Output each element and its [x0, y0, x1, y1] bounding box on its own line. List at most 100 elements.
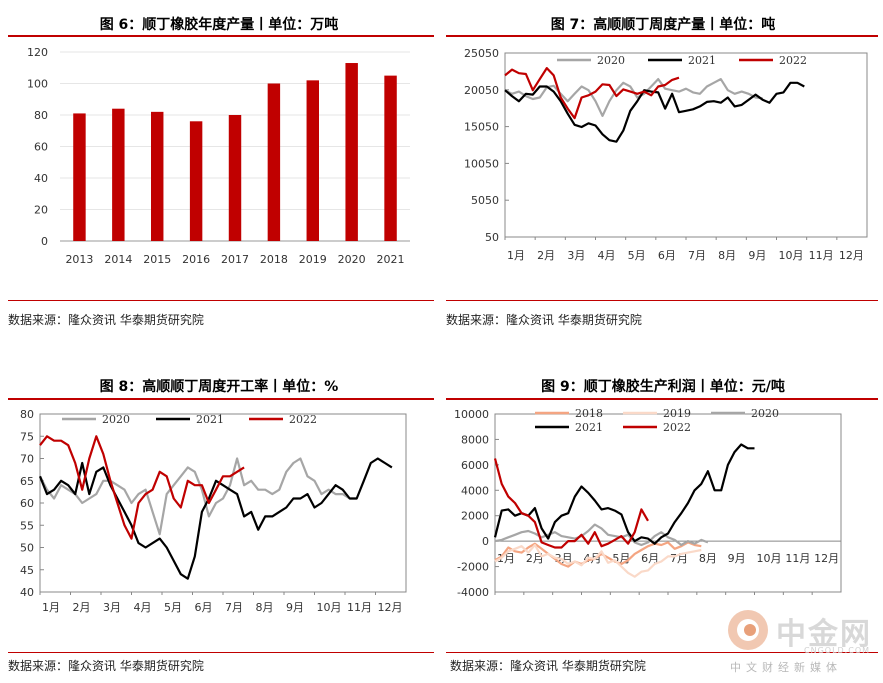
series-line-2021	[38, 457, 393, 580]
source-note: 数据来源：隆众资讯 华泰期货研究院	[446, 313, 642, 327]
bar-2020	[345, 63, 358, 242]
source-note: 数据来源：隆众资讯 华泰期货研究院	[8, 313, 204, 327]
x-tick-label: 2020	[338, 253, 366, 266]
x-tick-label: 8月	[718, 249, 736, 262]
x-tick-label: 12月	[378, 601, 403, 614]
legend-label-2022: 2022	[289, 413, 317, 426]
y-tick-label: 60	[20, 497, 34, 510]
legend-label-2022: 2022	[779, 54, 807, 67]
bar-2017	[228, 115, 242, 241]
y-tick-label: 45	[20, 564, 34, 577]
x-tick-label: 7月	[225, 601, 243, 614]
x-tick-label: 10月	[757, 552, 782, 565]
series-line-2021	[493, 443, 755, 545]
legend-label-2020: 2020	[751, 407, 779, 420]
chart-title: 图 9：顺丁橡胶生产利润丨单位：元/吨	[541, 379, 785, 395]
y-tick-label: 50	[485, 231, 499, 244]
watermark-domain: CNGOLD.COM	[804, 646, 871, 655]
legend-label-2018: 2018	[575, 407, 603, 420]
bar-2015	[151, 111, 164, 241]
y-tick-label: 15050	[464, 121, 499, 134]
y-tick-label: 0	[482, 535, 489, 548]
x-tick-label: 11月	[785, 552, 810, 565]
x-tick-label: 8月	[256, 601, 274, 614]
y-tick-label: -2000	[457, 561, 489, 574]
watermark-brand: 中金网	[776, 617, 872, 652]
x-tick-label: 2月	[73, 601, 91, 614]
y-tick-label: 55	[20, 519, 34, 532]
bar-2013	[73, 113, 86, 241]
x-tick-label: 2015	[143, 253, 171, 266]
x-tick-label: 10月	[779, 249, 804, 262]
chart-title: 图 7：高顺顺丁周度产量丨单位：吨	[550, 17, 776, 33]
bar-2021	[384, 75, 397, 241]
x-tick-label: 2月	[537, 249, 555, 262]
x-tick-label: 12月	[839, 249, 864, 262]
bar-chart-annual-output: 0 20 40 60 80 100 120 2013 2014 2015 2016 2017 2018 2…	[27, 46, 410, 266]
series-line-2020	[39, 457, 357, 536]
x-tick-label: 1月	[507, 249, 525, 262]
x-tick-label: 6月	[195, 601, 213, 614]
y-tick-label: 40	[34, 172, 48, 185]
watermark-logo-icon	[728, 610, 768, 650]
chart-title: 图 8：高顺顺丁周度开工率丨单位：%	[99, 379, 339, 395]
x-tick-label: 8月	[699, 552, 717, 565]
x-tick-label: 5月	[628, 249, 646, 262]
y-tick-label: 4000	[461, 484, 489, 497]
series-line-2022	[493, 458, 649, 549]
x-tick-label: 7月	[688, 249, 706, 262]
x-tick-label: 4月	[598, 249, 616, 262]
x-tick-label: 1月	[42, 601, 60, 614]
y-tick-label: 100	[27, 78, 48, 91]
x-tick-label: 4月	[134, 601, 152, 614]
source-rule	[446, 652, 878, 653]
line-chart-operating-rate: 40 45 50 55 60 65 70 75 80 1月 2月 3月 4月 5月 6月 7月 8月 9月 10月 1…	[20, 408, 407, 614]
y-tick-label: 0	[41, 235, 48, 248]
y-tick-label: 40	[20, 586, 34, 599]
title-rule	[446, 35, 878, 37]
y-tick-label: 120	[27, 46, 48, 59]
y-tick-label: 8000	[461, 433, 489, 446]
x-tick-label: 11月	[809, 249, 834, 262]
x-tick-label: 2021	[377, 253, 405, 266]
y-tick-label: 25050	[464, 47, 499, 60]
y-tick-label: 60	[34, 141, 48, 154]
plot-frame	[494, 413, 842, 593]
bar-2014	[112, 108, 125, 241]
legend-label-2022: 2022	[663, 421, 691, 434]
bar-2016	[189, 121, 203, 241]
legend-label-2021: 2021	[196, 413, 224, 426]
series-line-2019	[494, 543, 702, 578]
y-tick-label: 5050	[471, 194, 499, 207]
title-rule	[8, 35, 434, 37]
y-tick-label: 20	[34, 204, 48, 217]
y-tick-label: 20050	[464, 84, 499, 97]
series-line-2020	[494, 523, 709, 547]
source-rule	[446, 300, 878, 301]
x-tick-label: 3月	[103, 601, 121, 614]
y-tick-label: 50	[20, 542, 34, 555]
source-rule	[8, 652, 434, 653]
legend-label-2020: 2020	[102, 413, 130, 426]
watermark-tagline: 中文财经新媒体	[730, 661, 842, 674]
legend-label-2020: 2020	[597, 54, 625, 67]
source-note: 数据来源：隆众资讯 华泰期货研究院	[8, 659, 204, 673]
legend-label-2021: 2021	[575, 421, 603, 434]
x-tick-label: 3月	[567, 249, 585, 262]
plot-frame	[504, 52, 868, 238]
x-tick-label: 6月	[641, 552, 659, 565]
y-tick-label: 75	[20, 430, 34, 443]
y-tick-label: 10050	[464, 157, 499, 170]
y-tick-label: -4000	[457, 586, 489, 599]
y-tick-label: 80	[34, 109, 48, 122]
x-tick-label: 7月	[670, 552, 688, 565]
y-tick-label: 6000	[461, 459, 489, 472]
title-rule	[446, 398, 878, 400]
y-tick-label: 65	[20, 475, 34, 488]
x-tick-label: 2月	[526, 552, 544, 565]
y-tick-label: 2000	[461, 510, 489, 523]
y-tick-label: 70	[20, 453, 34, 466]
x-tick-label: 9月	[728, 552, 746, 565]
y-tick-label: 80	[20, 408, 34, 421]
